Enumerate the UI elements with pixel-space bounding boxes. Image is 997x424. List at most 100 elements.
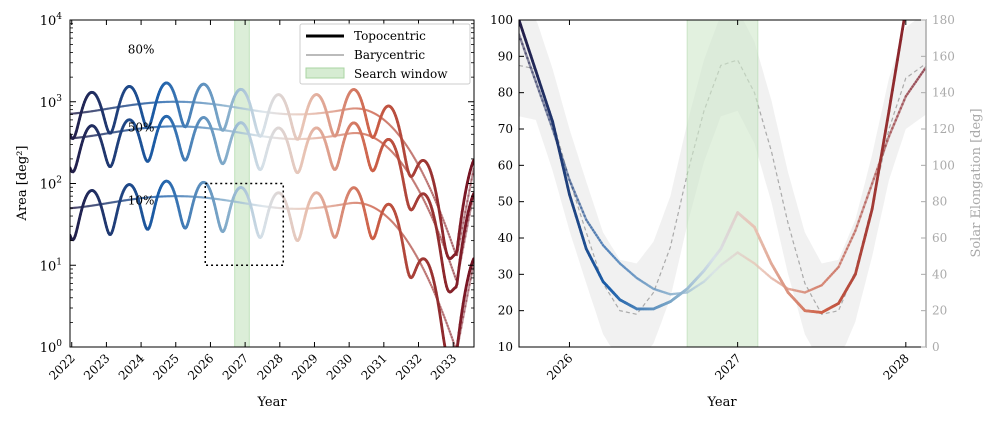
left-x-tick-label: 2032 xyxy=(393,351,424,382)
barycentric-80--segment xyxy=(442,219,446,225)
barycentric-80--segment xyxy=(412,155,416,160)
barycentric-80--segment xyxy=(460,226,464,235)
barycentric-80--segment xyxy=(459,232,463,240)
barycentric-80--segment xyxy=(388,123,392,127)
barycentric-80--segment xyxy=(392,127,396,132)
percent-label: 50% xyxy=(128,121,155,135)
barycentric-10--segment xyxy=(395,225,399,230)
barycentric-80--segment xyxy=(387,122,391,126)
barycentric-80--segment xyxy=(430,191,435,197)
barycentric-10--segment xyxy=(387,216,391,221)
barycentric-50--segment xyxy=(464,230,468,238)
right-topocentric-10--segment xyxy=(882,129,888,142)
right-topocentric-10--segment xyxy=(894,58,899,72)
right-y-tick-label: 40 xyxy=(498,231,513,245)
barycentric-80--segment xyxy=(419,168,423,173)
right-x-tick-label: 2028 xyxy=(880,351,911,382)
barycentric-10--segment xyxy=(415,254,419,259)
solar-elongation-line xyxy=(519,59,926,315)
right-y2-tick-label: 140 xyxy=(932,86,955,100)
barycentric-80--segment xyxy=(449,238,453,244)
barycentric-10--segment xyxy=(404,238,409,242)
barycentric-80--segment xyxy=(466,194,470,203)
barycentric-50--segment xyxy=(378,140,383,144)
barycentric-80--segment xyxy=(469,178,473,187)
barycentric-50--segment xyxy=(421,196,425,201)
left-x-tick-label: 2028 xyxy=(254,351,285,382)
right-y-ticks: 10 20 30 40 50 60 70 80 90 100 xyxy=(490,13,524,354)
barycentric-10--segment xyxy=(374,207,378,211)
right-topocentric-10--segment xyxy=(901,20,906,31)
barycentric-80--segment xyxy=(402,140,407,145)
barycentric-80--segment xyxy=(389,124,393,128)
barycentric-10--segment xyxy=(409,244,413,249)
right-topocentric-10--segment xyxy=(887,99,893,113)
right-x-tick-label: 2027 xyxy=(712,351,743,382)
barycentric-50--segment xyxy=(388,148,392,152)
right-search-window xyxy=(686,19,759,348)
right-y2-tick-label: 40 xyxy=(932,267,947,281)
barycentric-10--segment xyxy=(441,311,445,316)
right-y-tick-label: 20 xyxy=(498,304,513,318)
barycentric-50--segment xyxy=(413,181,417,186)
right-y-tick-label: 80 xyxy=(498,86,513,100)
right-y2-tick-label: 80 xyxy=(932,195,947,209)
barycentric-10--segment xyxy=(449,333,453,339)
barycentric-80--segment xyxy=(418,166,422,171)
left-panel: 2022 2023 2024 2025 2026 2027 2028 2029 2030 2031… xyxy=(15,12,475,410)
left-x-tick-label: 2033 xyxy=(428,351,459,382)
barycentric-80--segment xyxy=(383,118,387,122)
barycentric-10--segment xyxy=(390,219,394,224)
left-x-tick-label: 2029 xyxy=(289,351,320,382)
barycentric-10--segment xyxy=(450,336,454,342)
barycentric-50--segment xyxy=(439,235,443,241)
barycentric-50--segment xyxy=(429,214,434,219)
barycentric-80--segment xyxy=(395,131,399,135)
right-y2-tick-label: 100 xyxy=(932,158,955,172)
barycentric-80--segment xyxy=(384,119,388,123)
barycentric-10--segment xyxy=(416,256,420,261)
barycentric-80--segment xyxy=(462,216,466,224)
right-topocentric-10--segment xyxy=(874,178,879,191)
topocentric-50--segment xyxy=(455,273,460,286)
barycentric-80--segment xyxy=(425,180,429,185)
barycentric-80--segment xyxy=(372,111,376,115)
barycentric-80--segment xyxy=(431,194,436,199)
barycentric-50--segment xyxy=(402,165,407,169)
legend-search-window-swatch xyxy=(305,67,345,79)
barycentric-50--segment xyxy=(391,151,395,155)
barycentric-50--segment xyxy=(389,149,393,153)
barycentric-50--segment xyxy=(393,153,397,157)
barycentric-10--segment xyxy=(389,218,393,223)
right-y-tick-label: 10 xyxy=(498,340,513,354)
barycentric-50--segment xyxy=(387,147,391,151)
barycentric-80--segment xyxy=(375,113,380,117)
barycentric-80--segment xyxy=(414,158,418,163)
barycentric-10--segment xyxy=(448,330,452,336)
barycentric-10--segment xyxy=(388,217,392,222)
left-y-label: Area [deg²] xyxy=(15,146,30,222)
barycentric-50--segment xyxy=(463,235,467,243)
barycentric-10--segment xyxy=(471,262,474,270)
barycentric-80--segment xyxy=(471,167,474,176)
barycentric-10--segment xyxy=(385,215,389,219)
barycentric-50--segment xyxy=(465,224,469,233)
barycentric-80--segment xyxy=(423,176,427,181)
barycentric-10--segment xyxy=(393,223,397,227)
right-topocentric-10--segment xyxy=(892,68,898,82)
barycentric-10--segment xyxy=(460,321,464,329)
barycentric-50--segment xyxy=(448,260,452,266)
barycentric-50--segment xyxy=(420,194,424,199)
barycentric-50--segment xyxy=(453,275,458,281)
barycentric-10--segment xyxy=(405,239,410,244)
barycentric-50--segment xyxy=(377,139,382,143)
barycentric-80--segment xyxy=(446,230,450,236)
right-y2-tick-label: 20 xyxy=(932,304,947,318)
barycentric-10--segment xyxy=(440,308,444,314)
right-x-label: Year xyxy=(706,395,737,410)
barycentric-80--segment xyxy=(445,227,449,233)
barycentric-10--segment xyxy=(442,313,446,319)
barycentric-10--segment xyxy=(403,236,408,241)
barycentric-10--segment xyxy=(467,283,471,292)
barycentric-10--segment xyxy=(439,305,443,311)
